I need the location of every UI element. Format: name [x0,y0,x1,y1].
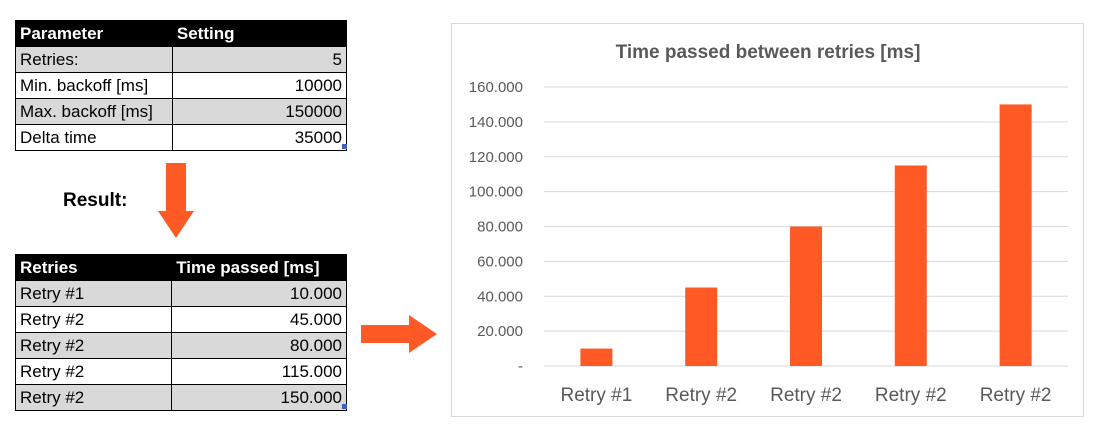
right-arrow-shape [361,315,437,353]
setting-cell[interactable]: 10000 [171,72,348,99]
column-header-setting[interactable]: Setting [171,20,348,47]
time-cell[interactable]: 150.000 [171,384,347,411]
parameter-cell[interactable]: Retries: [15,46,173,73]
retry-cell[interactable]: Retry #2 [14,358,173,385]
time-cell[interactable]: 10.000 [171,280,347,307]
y-tick-label: 120.000 [469,149,523,166]
table-row: Retry #2 115.000 [14,358,347,385]
fill-handle-icon[interactable] [342,404,347,409]
down-arrow-shape [158,163,194,238]
y-tick-label: 40.000 [477,288,523,305]
results-table: Retries Time passed [ms] Retry #1 10.000… [14,254,347,411]
table-row: Retry #2 80.000 [14,332,347,359]
column-header-parameter[interactable]: Parameter [15,20,173,47]
right-arrow-icon [361,315,437,353]
retry-cell[interactable]: Retry #1 [14,280,173,307]
y-tick-label: - [518,358,523,375]
y-tick-label: 20.000 [477,323,523,340]
retry-cell[interactable]: Retry #2 [14,306,173,333]
retry-cell[interactable]: Retry #2 [14,332,173,359]
chart-area[interactable]: Time passed between retries [ms] - 20.000… [451,23,1084,417]
setting-cell[interactable]: 5 [171,46,348,73]
column-header-retries[interactable]: Retries [14,254,173,281]
parameters-table: Parameter Setting Retries: 5 Min. backof… [15,20,348,151]
results-header-row: Retries Time passed [ms] [14,254,347,281]
bars [580,104,1032,367]
y-tick-label: 160.000 [469,79,523,96]
bar[interactable] [999,104,1032,366]
x-category-label: Retry #2 [770,385,842,406]
table-row: Max. backoff [ms] 150000 [15,98,348,125]
table-row: Retry #2 45.000 [14,306,347,333]
y-tick-label: 80.000 [477,219,523,236]
fill-handle-icon[interactable] [342,144,347,149]
table-row: Retries: 5 [15,46,348,73]
chart-title: Time passed between retries [ms] [616,42,921,63]
parameter-cell[interactable]: Max. backoff [ms] [15,98,173,125]
retry-cell[interactable]: Retry #2 [14,384,173,411]
table-row: Retry #2 150.000 [14,384,347,411]
x-category-label: Retry #1 [560,385,632,406]
down-arrow-icon [158,163,194,238]
y-axis-ticks: - 20.000 40.000 60.000 80.000 100.000 120.000 1… [469,79,523,375]
y-tick-label: 60.000 [477,253,523,270]
bar[interactable] [894,165,927,366]
table-row: Delta time 35000 [15,124,348,151]
time-cell[interactable]: 115.000 [171,358,347,385]
x-category-label: Retry #2 [980,385,1052,406]
x-category-label: Retry #2 [875,385,947,406]
parameter-cell[interactable]: Delta time [15,124,173,151]
time-cell[interactable]: 80.000 [171,332,347,359]
bar[interactable] [790,226,822,367]
parameter-cell[interactable]: Min. backoff [ms] [15,72,173,99]
column-header-time-passed[interactable]: Time passed [ms] [171,254,347,281]
time-cell[interactable]: 45.000 [171,306,347,333]
setting-cell[interactable]: 150000 [171,98,348,125]
bar[interactable] [685,287,718,366]
table-row: Min. backoff [ms] 10000 [15,72,348,99]
y-tick-label: 100.000 [469,184,523,201]
table-row: Retry #1 10.000 [14,280,347,307]
x-category-label: Retry #2 [665,385,737,406]
y-tick-label: 140.000 [469,114,523,131]
bar[interactable] [580,348,613,366]
bar-chart: Time passed between retries [ms] - 20.000… [469,42,1068,406]
x-axis-labels: Retry #1 Retry #2 Retry #2 Retry #2 Retry #2 [560,385,1051,406]
setting-cell[interactable]: 35000 [171,124,348,151]
result-label: Result: [63,190,128,211]
parameters-header-row: Parameter Setting [15,20,348,47]
